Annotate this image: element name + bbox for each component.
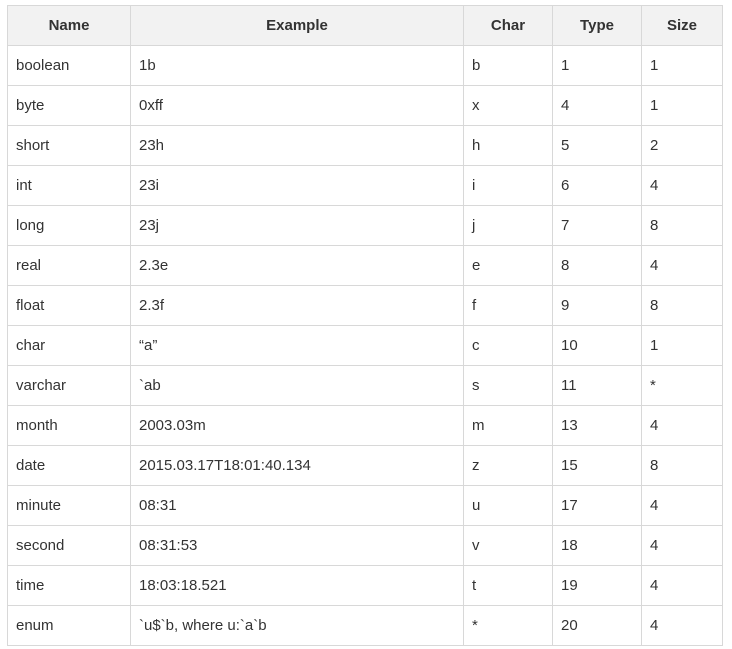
cell-name: real [7, 245, 131, 286]
cell-type: 7 [552, 205, 642, 246]
column-header-name: Name [7, 5, 131, 46]
table-row: minute 08:31 u 17 4 [7, 485, 723, 526]
table-row: int 23i i 6 4 [7, 165, 723, 206]
table-row: enum `u$`b, where u:`a`b * 20 4 [7, 605, 723, 646]
cell-char: x [463, 85, 553, 126]
table-row: date 2015.03.17T18:01:40.134 z 15 8 [7, 445, 723, 486]
cell-example: 0xff [130, 85, 464, 126]
cell-name: enum [7, 605, 131, 646]
cell-size: 4 [641, 405, 723, 446]
cell-size: 4 [641, 485, 723, 526]
cell-char: z [463, 445, 553, 486]
cell-size: 4 [641, 605, 723, 646]
cell-size: 8 [641, 445, 723, 486]
column-header-char: Char [463, 5, 553, 46]
table-row: byte 0xff x 4 1 [7, 85, 723, 126]
cell-size: 2 [641, 125, 723, 166]
cell-size: 8 [641, 285, 723, 326]
cell-example: 08:31 [130, 485, 464, 526]
cell-example: `ab [130, 365, 464, 406]
cell-name: int [7, 165, 131, 206]
table-header-row: Name Example Char Type Size [7, 5, 723, 46]
table-row: time 18:03:18.521 t 19 4 [7, 565, 723, 606]
cell-example: 23j [130, 205, 464, 246]
cell-char: j [463, 205, 553, 246]
cell-char: s [463, 365, 553, 406]
cell-char: * [463, 605, 553, 646]
cell-char: i [463, 165, 553, 206]
cell-type: 5 [552, 125, 642, 166]
cell-size: 4 [641, 165, 723, 206]
cell-name: second [7, 525, 131, 566]
cell-example: 08:31:53 [130, 525, 464, 566]
cell-name: minute [7, 485, 131, 526]
cell-size: 4 [641, 525, 723, 566]
cell-example: 1b [130, 45, 464, 86]
table-row: second 08:31:53 v 18 4 [7, 525, 723, 566]
table-row: char “a” c 10 1 [7, 325, 723, 366]
table-row: long 23j j 7 8 [7, 205, 723, 246]
cell-char: v [463, 525, 553, 566]
column-header-example: Example [130, 5, 464, 46]
table-row: short 23h h 5 2 [7, 125, 723, 166]
cell-name: long [7, 205, 131, 246]
cell-char: b [463, 45, 553, 86]
cell-type: 15 [552, 445, 642, 486]
cell-size: 1 [641, 85, 723, 126]
datatype-table-container: Name Example Char Type Size boolean 1b b… [7, 5, 723, 646]
cell-char: c [463, 325, 553, 366]
table-row: varchar `ab s 11 * [7, 365, 723, 406]
cell-type: 4 [552, 85, 642, 126]
cell-size: 4 [641, 565, 723, 606]
cell-type: 13 [552, 405, 642, 446]
cell-type: 18 [552, 525, 642, 566]
cell-example: 23h [130, 125, 464, 166]
cell-size: 8 [641, 205, 723, 246]
table-row: real 2.3e e 8 4 [7, 245, 723, 286]
cell-size: * [641, 365, 723, 406]
cell-type: 8 [552, 245, 642, 286]
cell-type: 17 [552, 485, 642, 526]
cell-size: 1 [641, 45, 723, 86]
cell-size: 1 [641, 325, 723, 366]
cell-example: “a” [130, 325, 464, 366]
cell-example: 2015.03.17T18:01:40.134 [130, 445, 464, 486]
column-header-type: Type [552, 5, 642, 46]
cell-name: date [7, 445, 131, 486]
cell-example: 18:03:18.521 [130, 565, 464, 606]
cell-type: 9 [552, 285, 642, 326]
cell-char: m [463, 405, 553, 446]
datatype-table: Name Example Char Type Size boolean 1b b… [7, 5, 723, 646]
cell-example: 23i [130, 165, 464, 206]
table-row: boolean 1b b 1 1 [7, 45, 723, 86]
table-row: month 2003.03m m 13 4 [7, 405, 723, 446]
cell-char: f [463, 285, 553, 326]
column-header-size: Size [641, 5, 723, 46]
cell-name: char [7, 325, 131, 366]
cell-example: 2.3f [130, 285, 464, 326]
cell-char: e [463, 245, 553, 286]
cell-name: short [7, 125, 131, 166]
cell-char: u [463, 485, 553, 526]
cell-type: 19 [552, 565, 642, 606]
cell-type: 6 [552, 165, 642, 206]
cell-type: 10 [552, 325, 642, 366]
cell-example: 2003.03m [130, 405, 464, 446]
cell-name: boolean [7, 45, 131, 86]
cell-name: float [7, 285, 131, 326]
cell-example: `u$`b, where u:`a`b [130, 605, 464, 646]
cell-size: 4 [641, 245, 723, 286]
cell-char: t [463, 565, 553, 606]
cell-type: 20 [552, 605, 642, 646]
cell-type: 1 [552, 45, 642, 86]
cell-name: time [7, 565, 131, 606]
cell-name: month [7, 405, 131, 446]
table-row: float 2.3f f 9 8 [7, 285, 723, 326]
cell-name: byte [7, 85, 131, 126]
cell-type: 11 [552, 365, 642, 406]
cell-example: 2.3e [130, 245, 464, 286]
cell-name: varchar [7, 365, 131, 406]
cell-char: h [463, 125, 553, 166]
